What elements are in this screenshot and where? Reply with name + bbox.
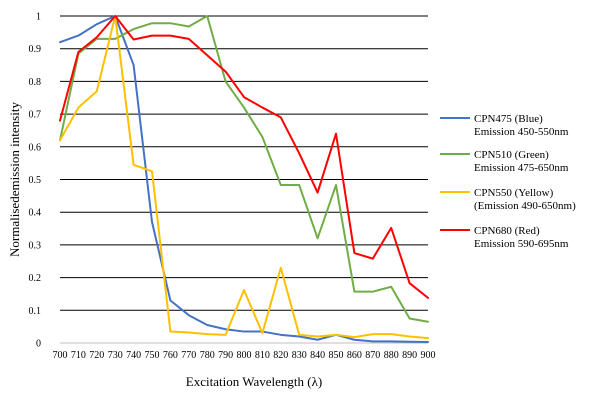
- x-tick-label: 750: [145, 350, 160, 361]
- x-tick-label: 820: [273, 350, 288, 361]
- x-tick-label: 840: [310, 350, 325, 361]
- x-tick-label: 720: [89, 350, 104, 361]
- y-tick-label: 0: [36, 339, 41, 350]
- x-tick-label: 700: [53, 350, 68, 361]
- x-tick-label: 850: [329, 350, 344, 361]
- x-tick-label: 730: [108, 350, 123, 361]
- gridlines: [60, 15, 428, 344]
- series-line-3: [59, 15, 429, 340]
- x-tick-label: 810: [255, 350, 270, 361]
- x-tick-label: 880: [384, 350, 399, 361]
- x-tick-label: 870: [365, 350, 380, 361]
- series-line-4: [59, 15, 429, 299]
- y-tick-label: 0.1: [29, 306, 42, 317]
- x-tick-label: 770: [181, 350, 196, 361]
- y-tick-label: 0.9: [29, 44, 42, 55]
- legend-sublabel: Emission 450-550nm: [474, 126, 569, 138]
- series-lines: [59, 15, 429, 344]
- x-tick-label: 780: [200, 350, 215, 361]
- y-tick-label: 0.8: [29, 77, 42, 88]
- legend-sublabel: Emission 590-695nm: [474, 238, 569, 250]
- x-tick-label: 740: [126, 350, 141, 361]
- x-tick-label: 890: [402, 350, 417, 361]
- legend-label: CPN680 (Red): [474, 225, 540, 237]
- x-axis-title: Excitation Wavelength (λ): [186, 374, 322, 389]
- x-tick-labels: 700 710 720 730 740 750 760 770 780 790 800 810 820 8…: [53, 350, 436, 361]
- series-line-2: [59, 15, 429, 323]
- y-tick-label: 0.3: [29, 240, 42, 251]
- x-tick-label: 760: [163, 350, 178, 361]
- legend-label: CPN550 (Yellow): [474, 187, 554, 199]
- x-tick-label: 860: [347, 350, 362, 361]
- y-tick-label: 0.5: [29, 175, 42, 186]
- legend-sublabel: Emission 475-650nm: [474, 162, 569, 174]
- y-tick-label: 0.7: [29, 110, 42, 121]
- y-tick-label: 1: [36, 12, 41, 23]
- x-tick-label: 900: [421, 350, 436, 361]
- y-tick-label: 0.2: [29, 273, 42, 284]
- legend-sublabel: (Emission 490-650nm): [474, 200, 576, 212]
- x-tick-label: 790: [218, 350, 233, 361]
- legend: CPN475 (Blue)Emission 450-550nm CPN510 (G…: [440, 113, 576, 250]
- y-tick-label: 0.4: [29, 208, 42, 219]
- y-tick-labels: 0 0.1 0.2 0.3 0.4 0.5 0.6 0.7 0.8 0.9 1: [29, 12, 42, 350]
- legend-label: CPN510 (Green): [474, 149, 549, 161]
- x-tick-label: 830: [292, 350, 307, 361]
- x-tick-label: 800: [237, 350, 252, 361]
- y-tick-label: 0.6: [29, 142, 42, 153]
- y-axis-title: Normalisedemission intensity: [7, 102, 22, 257]
- series-line-1: [59, 15, 429, 344]
- legend-label: CPN475 (Blue): [474, 113, 543, 125]
- x-tick-label: 710: [71, 350, 86, 361]
